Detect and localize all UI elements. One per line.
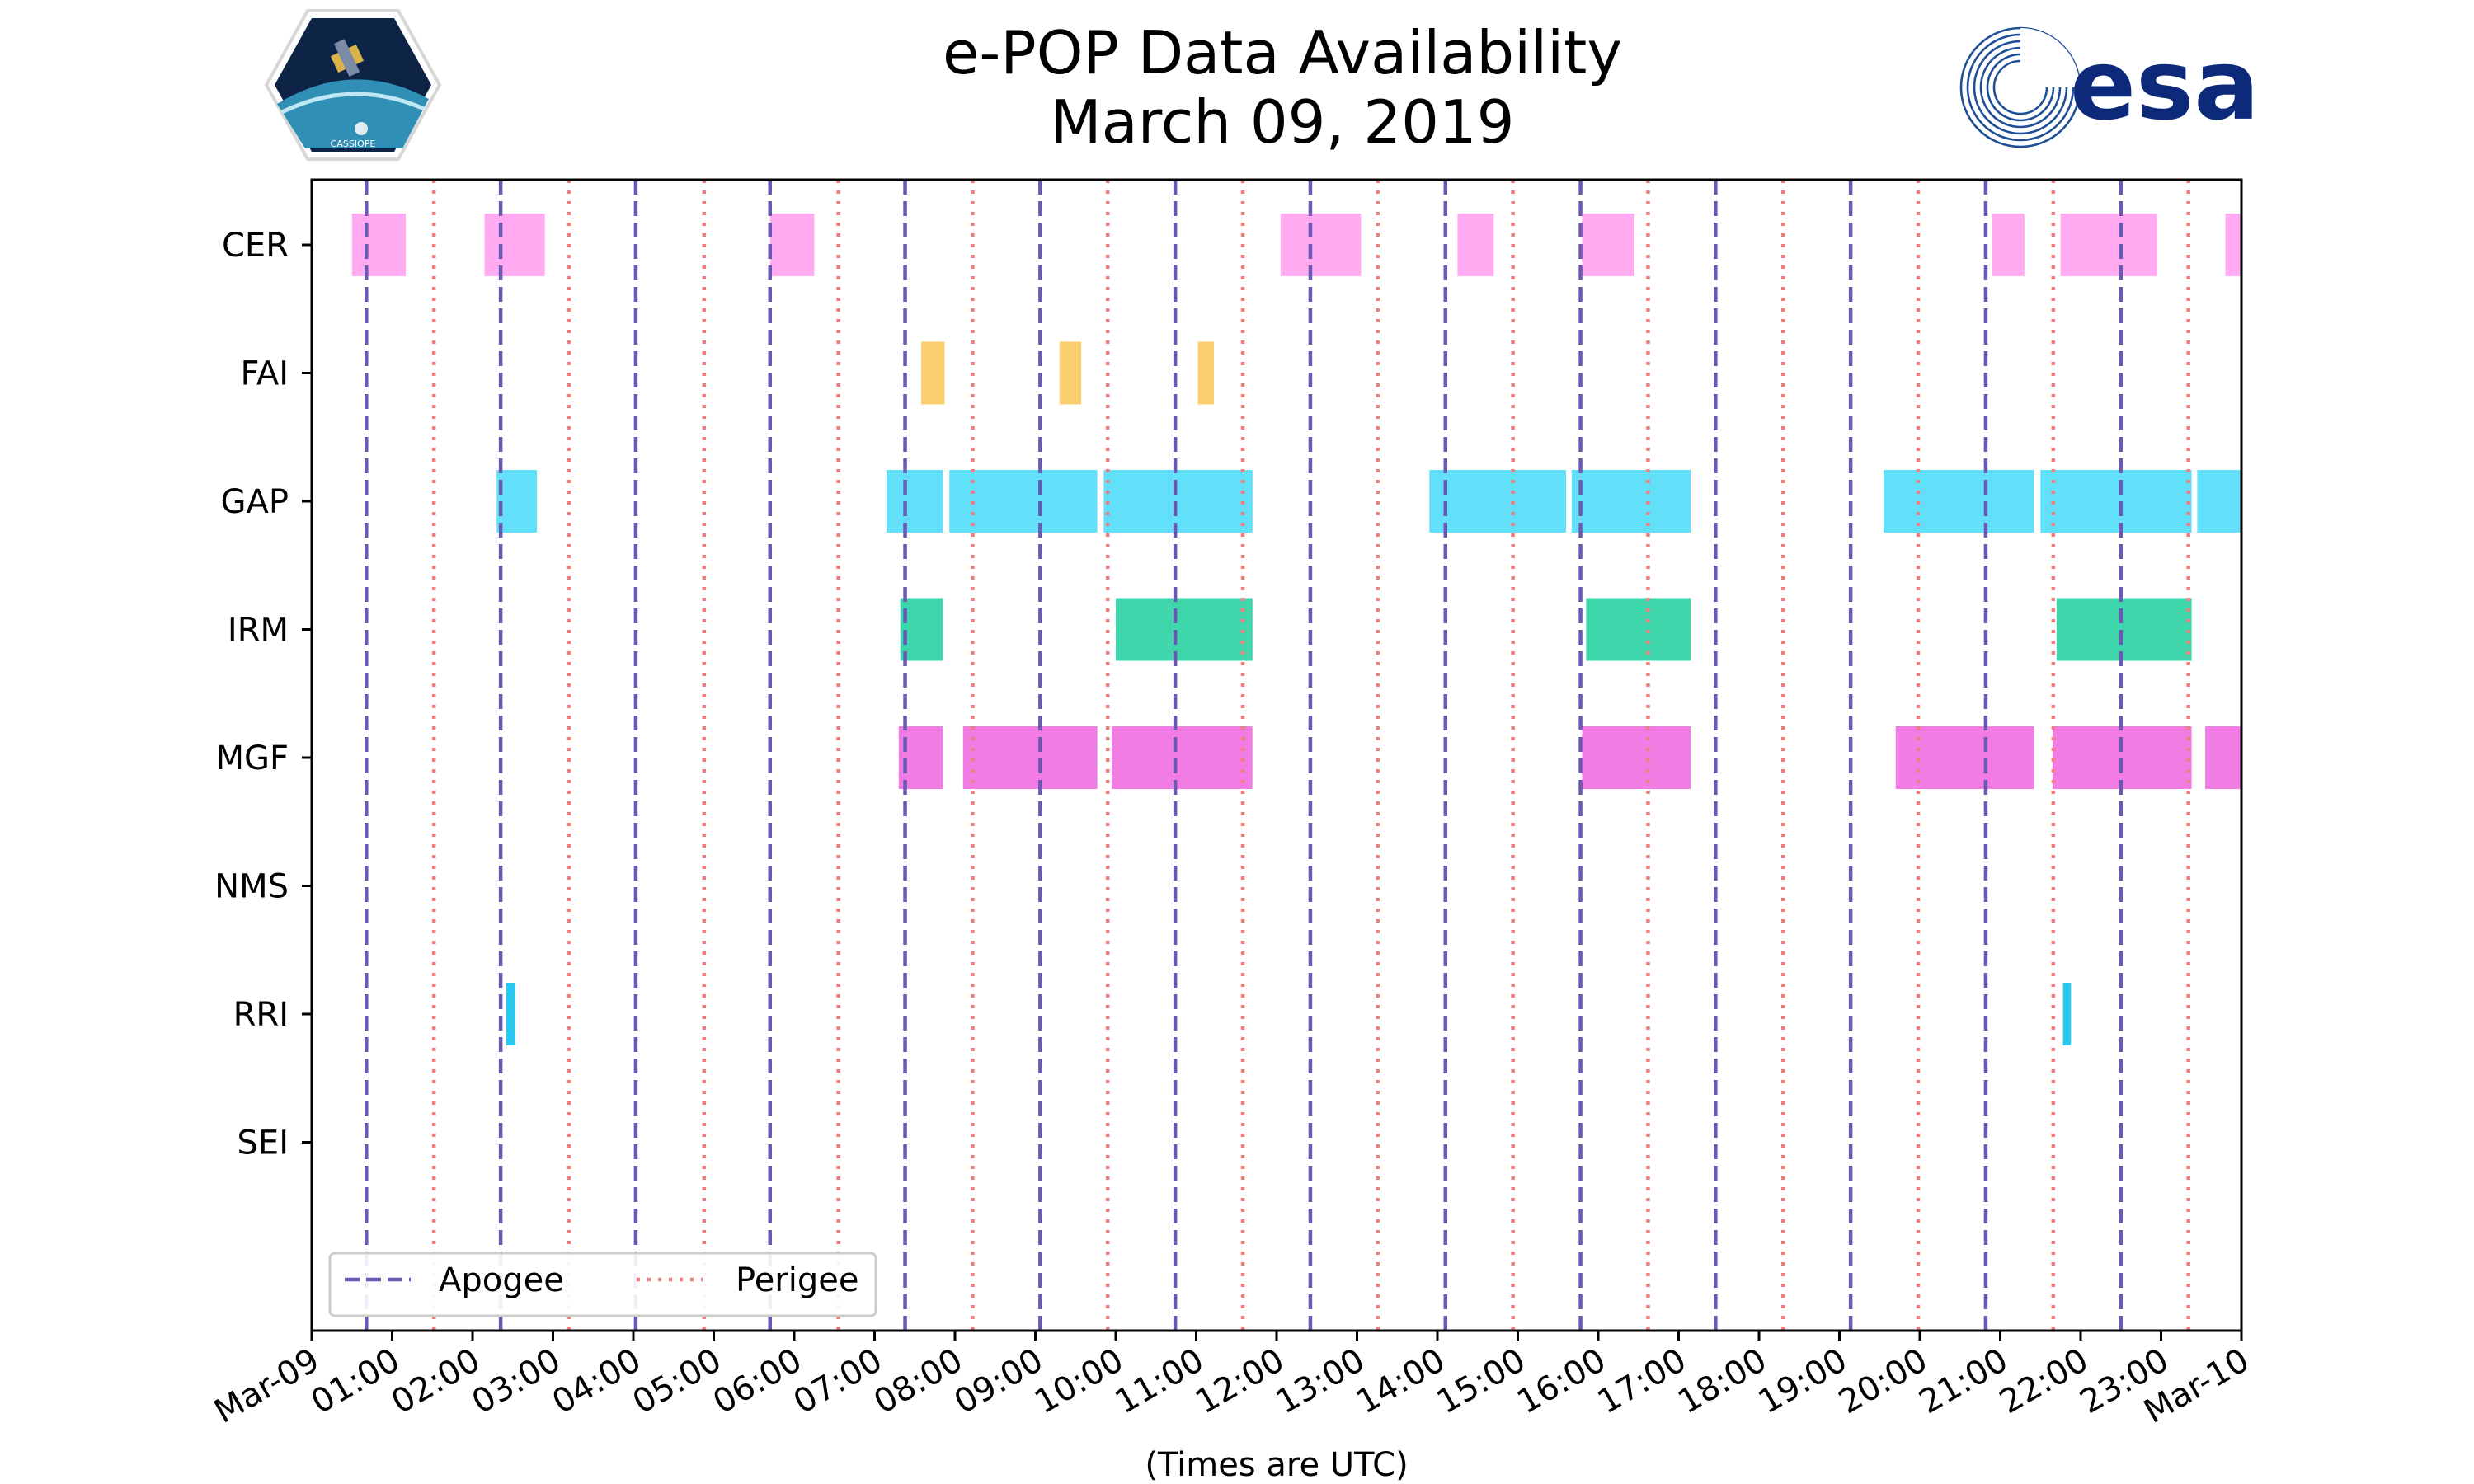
x-tick-label-11: 11:00 [1109, 1341, 1211, 1421]
x-tick-label-16: 16:00 [1511, 1341, 1612, 1421]
x-tick-label-21: 21:00 [1913, 1341, 2015, 1421]
y-tick-label-gap: GAP [221, 483, 289, 521]
bar-fai-1 [1059, 341, 1082, 405]
bar-rri-1 [2062, 983, 2072, 1045]
bar-fai-2 [1197, 341, 1214, 405]
x-tick-label-5: 05:00 [627, 1341, 728, 1421]
bar-cer-8 [2225, 214, 2241, 276]
bar-cer-4 [1457, 214, 1494, 276]
bar-mgf-0 [898, 726, 943, 789]
y-tick-label-irm: IRM [228, 612, 289, 650]
y-tick-label-fai: FAI [241, 355, 289, 393]
bar-gap-1 [887, 470, 943, 533]
y-tick-label-rri: RRI [233, 996, 289, 1034]
chart-title-line2: March 09, 2019 [1050, 87, 1515, 157]
x-tick-label-7: 07:00 [788, 1341, 889, 1421]
esa-logo-text: esa [2070, 28, 2260, 142]
x-tick-label-2: 02:00 [385, 1341, 487, 1421]
bar-mgf-4 [1895, 726, 2034, 789]
bar-gap-3 [1103, 470, 1253, 533]
x-tick-label-19: 19:00 [1752, 1341, 1854, 1421]
y-tick-label-cer: CER [222, 227, 289, 265]
bar-irm-2 [1586, 598, 1691, 661]
bar-gap-5 [1571, 470, 1691, 533]
bar-mgf-1 [962, 726, 1098, 789]
bar-fai-0 [921, 341, 945, 405]
x-tick-label-13: 13:00 [1270, 1341, 1371, 1421]
legend-apogee-label: Apogee [439, 1261, 564, 1299]
bar-irm-0 [900, 598, 943, 661]
x-tick-label-3: 03:00 [466, 1341, 567, 1421]
bar-cer-1 [484, 214, 545, 276]
y-tick-label-mgf: MGF [215, 740, 289, 777]
bar-cer-7 [2060, 214, 2157, 276]
x-tick-label-6: 06:00 [707, 1341, 808, 1421]
x-tick-label-4: 04:00 [546, 1341, 647, 1421]
bar-mgf-5 [2052, 726, 2192, 789]
x-tick-label-17: 17:00 [1592, 1341, 1693, 1421]
x-tick-label-12: 12:00 [1189, 1341, 1291, 1421]
cassiope-logo: CASSIOPE [264, 9, 442, 161]
x-tick-label-10: 10:00 [1028, 1341, 1130, 1421]
legend-perigee-label: Perigee [736, 1261, 858, 1299]
bar-cer-6 [1992, 214, 2025, 276]
chart-title-line1: e-POP Data Availability [943, 18, 1622, 87]
bar-gap-6 [1884, 470, 2034, 533]
bar-cer-2 [769, 214, 815, 276]
bar-gap-4 [1429, 470, 1566, 533]
x-tick-label-20: 20:00 [1832, 1341, 1934, 1421]
x-axis-label: (Times are UTC) [1145, 1446, 1408, 1484]
bar-rri-0 [506, 983, 515, 1045]
x-tick-label-1: 01:00 [305, 1341, 407, 1421]
esa-logo: esa [1959, 26, 2260, 148]
legend-box [328, 1252, 877, 1317]
y-tick-label-nms: NMS [214, 868, 289, 906]
bar-cer-5 [1582, 214, 1634, 276]
cassiope-logo-text: CASSIOPE [331, 139, 376, 149]
bar-gap-0 [496, 470, 538, 533]
x-tick-label-18: 18:00 [1672, 1341, 1773, 1421]
bar-mgf-2 [1112, 726, 1253, 789]
x-tick-label-8: 08:00 [868, 1341, 969, 1421]
bar-irm-3 [2056, 598, 2192, 661]
x-tick-label-9: 09:00 [948, 1341, 1050, 1421]
legend: Apogee Perigee [328, 1252, 877, 1317]
bar-mgf-3 [1582, 726, 1691, 789]
x-tick-label-22: 22:00 [1993, 1341, 2095, 1421]
bar-cer-3 [1280, 214, 1362, 276]
x-tick-label-14: 14:00 [1350, 1341, 1451, 1421]
bar-mgf-6 [2205, 726, 2241, 789]
bar-gap-8 [2197, 470, 2241, 533]
bar-gap-7 [2040, 470, 2192, 533]
y-tick-label-sei: SEI [238, 1125, 289, 1162]
axes-layer: CERFAIGAPIRMMGFNMSRRISEIMar-0901:0002:00… [208, 227, 2255, 1431]
chart-title: e-POP Data Availability March 09, 2019 [0, 18, 2474, 157]
bar-irm-1 [1116, 598, 1253, 661]
bar-cer-0 [351, 214, 407, 276]
x-tick-label-15: 15:00 [1431, 1341, 1532, 1421]
